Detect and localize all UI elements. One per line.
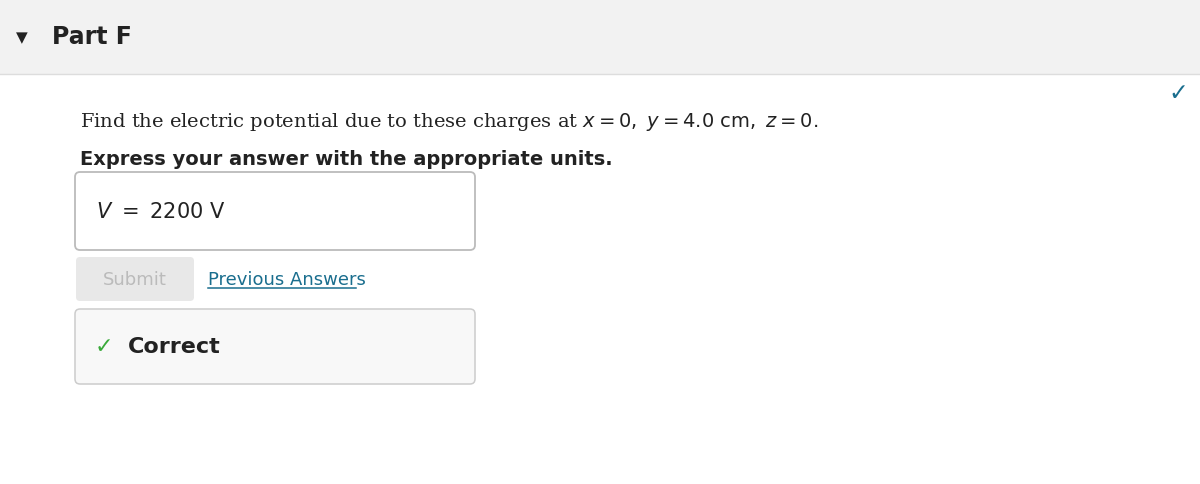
FancyBboxPatch shape xyxy=(74,309,475,384)
FancyBboxPatch shape xyxy=(74,173,475,251)
Text: ✓: ✓ xyxy=(1168,81,1188,105)
Text: Express your answer with the appropriate units.: Express your answer with the appropriate… xyxy=(80,150,613,169)
Text: ✓: ✓ xyxy=(95,337,113,357)
FancyBboxPatch shape xyxy=(0,0,1200,75)
Text: Find the electric potential due to these charges at $x = 0,\ y = 4.0\ \mathrm{cm: Find the electric potential due to these… xyxy=(80,111,818,133)
Text: Previous Answers: Previous Answers xyxy=(208,271,366,288)
Text: ▼: ▼ xyxy=(16,30,28,45)
Text: Submit: Submit xyxy=(103,271,167,288)
FancyBboxPatch shape xyxy=(76,257,194,302)
Text: Correct: Correct xyxy=(128,337,221,357)
Text: $V\ =\ 2200\ \mathrm{V}$: $V\ =\ 2200\ \mathrm{V}$ xyxy=(96,201,226,222)
Text: Part F: Part F xyxy=(52,26,132,49)
